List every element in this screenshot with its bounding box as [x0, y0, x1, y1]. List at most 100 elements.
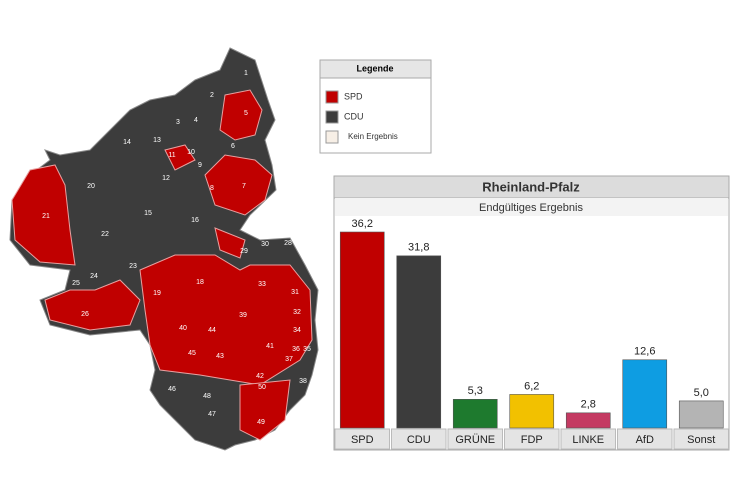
category-cell [673, 428, 729, 450]
district-label: 10 [187, 149, 195, 156]
district-label: 16 [191, 217, 199, 224]
legend-swatch [325, 110, 339, 124]
district-label: 41 [266, 343, 274, 350]
district-label: 31 [291, 289, 299, 296]
legend-swatch [325, 90, 339, 104]
district-label: 26 [81, 311, 89, 318]
value-label: 12,6 [634, 346, 655, 358]
district-label: 23 [129, 263, 137, 270]
category-cell [504, 428, 560, 450]
district-label: 11 [168, 152, 175, 159]
map-region [214, 227, 246, 259]
district-label: 28 [284, 240, 292, 247]
x-tick-label: AfD [636, 434, 654, 446]
map-region [11, 164, 76, 266]
x-tick-label: Sonst [687, 434, 715, 446]
district-label: 1 [244, 70, 248, 77]
legend-swatch [325, 130, 339, 144]
district-label: 30 [261, 241, 269, 248]
district-label: 22 [101, 231, 109, 238]
district-label: 21 [42, 213, 50, 220]
district-label: 49 [257, 419, 265, 426]
district-label: 18 [196, 279, 204, 286]
district-label: 40 [179, 325, 187, 332]
value-label: 31,8 [408, 242, 429, 254]
category-cell [560, 428, 616, 450]
district-label: 42 [256, 373, 264, 380]
map-region [44, 279, 141, 331]
value-label: 36,2 [352, 218, 373, 230]
x-tick-label: SPD [351, 434, 374, 446]
spd-areas [11, 89, 313, 441]
district-label: 46 [168, 386, 176, 393]
legend-header [319, 59, 432, 79]
district-label: 24 [90, 273, 98, 280]
district-label: 20 [87, 183, 95, 190]
district-label: 35 [303, 346, 311, 353]
district-label: 50 [258, 384, 266, 391]
district-label: 39 [239, 312, 247, 319]
district-label: 32 [293, 309, 301, 316]
legend-label: SPD [344, 91, 363, 101]
value-label: 2,8 [581, 399, 596, 411]
bar [339, 231, 385, 429]
district-label: 36 [292, 346, 300, 353]
map: 123 4567891011121314151618192021222324252… [9, 47, 319, 451]
x-tick-label: LINKE [572, 434, 604, 446]
district-label: 3 [176, 119, 180, 126]
map-region [219, 89, 263, 141]
bar [565, 412, 611, 429]
legend-label: CDU [344, 111, 364, 121]
district-label: 25 [72, 280, 80, 287]
district-label: 13 [153, 137, 161, 144]
bar [678, 400, 724, 429]
district-label: 48 [203, 393, 211, 400]
district-label: 37 [285, 356, 293, 363]
bar [452, 399, 498, 429]
category-cell [617, 428, 673, 450]
district-label: 12 [162, 175, 170, 182]
x-tick-label: GRÜNE [455, 434, 495, 446]
map-region [164, 144, 196, 171]
category-cell [334, 428, 390, 450]
district-label: 44 [208, 327, 216, 334]
subtitle-bg [335, 198, 728, 216]
district-label: 9 [198, 162, 202, 169]
x-tick-label: FDP [521, 434, 543, 446]
district-label: 2 [210, 92, 214, 99]
value-label: 5,3 [468, 385, 483, 397]
bar [509, 394, 555, 429]
value-label: 5,0 [694, 387, 709, 399]
district-label: 8 [210, 185, 214, 192]
bar [622, 359, 668, 429]
district-label: 6 [231, 143, 235, 150]
category-cell [447, 428, 503, 450]
district-label: 43 [216, 353, 224, 360]
legend-title: Legende [356, 63, 393, 73]
map-region [204, 154, 273, 216]
map-region [239, 379, 291, 441]
x-tick-label: CDU [407, 434, 431, 446]
district-label: 34 [293, 327, 301, 334]
value-label: 6,2 [524, 380, 539, 392]
district-label: 7 [242, 183, 246, 190]
legend-label: Kein Ergebnis [348, 132, 398, 141]
district-label: 15 [144, 210, 152, 217]
district-label: 5 [244, 110, 248, 117]
legend: Legende SPD CDU Kein Ergebnis [319, 59, 432, 154]
map-labels: 123 4567891011121314151618192021222324252… [42, 70, 311, 426]
chart-panel: Rheinland-Pfalz Endgültiges Ergebnis SPD… [333, 175, 730, 451]
district-label: 33 [258, 281, 266, 288]
map-region [139, 254, 313, 386]
category-cell [391, 428, 447, 450]
district-label: 14 [123, 139, 131, 146]
chart-title: Rheinland-Pfalz [482, 179, 580, 194]
district-label: 4 [194, 117, 198, 124]
district-label: 45 [188, 350, 196, 357]
district-label: 19 [153, 290, 161, 297]
bar [396, 255, 442, 429]
district-label: 47 [208, 411, 216, 418]
district-label: 38 [299, 378, 307, 385]
